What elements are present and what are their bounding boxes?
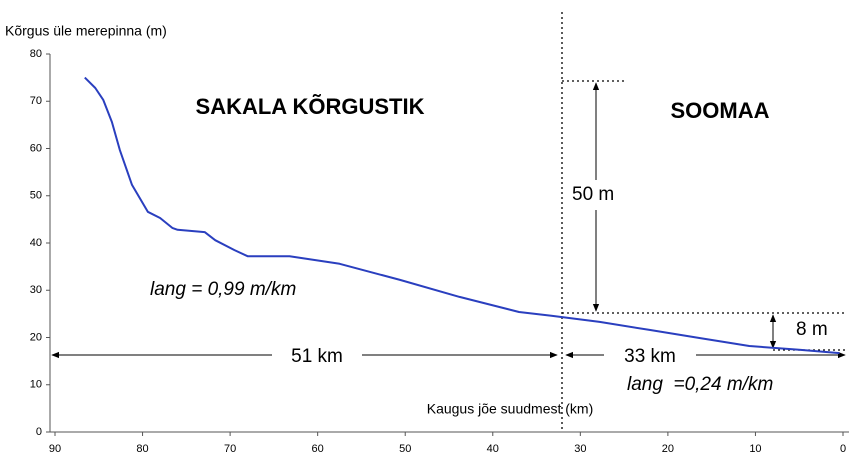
label-bg [604, 345, 696, 367]
y-axis-title: Kõrgus üle merepinna (m) [5, 23, 167, 39]
x-tick-label: 60 [312, 443, 324, 455]
x-tick-label: 50 [399, 443, 411, 455]
y-tick-label: 60 [30, 142, 42, 154]
y-tick-label: 10 [30, 379, 42, 391]
x-tick-label: 0 [840, 443, 846, 455]
x-tick-label: 80 [136, 443, 148, 455]
x-tick-label: 90 [49, 443, 61, 455]
region-label: SAKALA KÕRGUSTIK [196, 94, 425, 119]
y-tick-label: 0 [36, 426, 42, 438]
line [84, 76, 840, 355]
x-axis-title: Kaugus jõe suudmest (km) [427, 401, 594, 417]
annotation: lang = 0,99 m/km [150, 279, 296, 300]
x-tick-label: 30 [574, 443, 586, 455]
annotation: 33 km [624, 346, 676, 367]
x-tick-label: 70 [224, 443, 236, 455]
label-bg [272, 343, 362, 367]
y-tick-label: 20 [30, 331, 42, 343]
y-tick-label: 30 [30, 284, 42, 296]
annotation: 8 m [796, 319, 828, 340]
y-tick-label: 40 [30, 237, 42, 249]
annotation: lang =0,24 m/km [627, 374, 773, 395]
x-tick-label: 40 [487, 443, 499, 455]
x-tick-label: 20 [662, 443, 674, 455]
annotation: 50 m [572, 184, 614, 205]
y-tick-label: 70 [30, 95, 42, 107]
annotation: 51 km [291, 346, 343, 367]
y-tick-label: 50 [30, 190, 42, 202]
y-tick-label: 80 [30, 48, 42, 60]
label-bg [568, 180, 628, 210]
x-tick-label: 10 [749, 443, 761, 455]
region-label: SOOMAA [671, 98, 770, 123]
